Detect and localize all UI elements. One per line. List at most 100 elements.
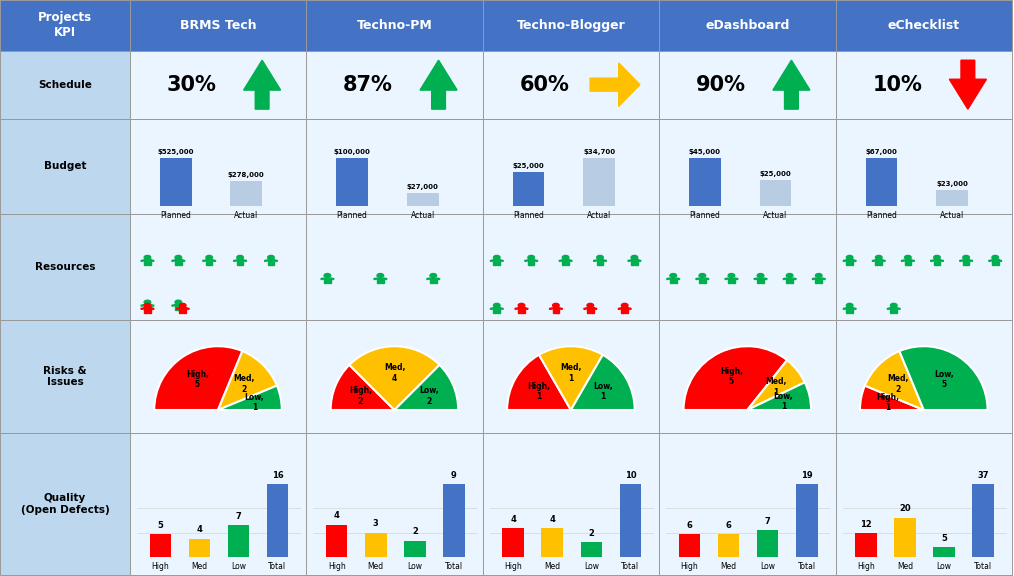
Polygon shape <box>593 260 596 262</box>
Text: 12: 12 <box>860 520 872 529</box>
Bar <box>502 528 524 557</box>
Polygon shape <box>999 260 1002 262</box>
Circle shape <box>518 304 525 308</box>
Circle shape <box>757 274 764 278</box>
Text: High,
2: High, 2 <box>349 386 372 406</box>
Polygon shape <box>635 263 638 265</box>
Circle shape <box>377 274 383 278</box>
Text: Low,
5: Low, 5 <box>935 370 954 389</box>
Polygon shape <box>550 308 553 309</box>
Polygon shape <box>819 281 822 283</box>
Polygon shape <box>430 278 437 281</box>
Polygon shape <box>518 310 521 313</box>
Polygon shape <box>178 263 182 265</box>
Polygon shape <box>563 259 569 263</box>
Polygon shape <box>600 263 603 265</box>
Polygon shape <box>175 259 182 263</box>
Polygon shape <box>725 278 728 279</box>
Wedge shape <box>865 351 924 410</box>
Text: 9: 9 <box>451 471 456 480</box>
Text: Projects
KPI: Projects KPI <box>38 12 92 39</box>
Wedge shape <box>507 355 571 410</box>
Polygon shape <box>963 263 965 265</box>
Circle shape <box>934 255 940 259</box>
Polygon shape <box>494 259 500 263</box>
Text: $27,000: $27,000 <box>407 184 439 190</box>
Polygon shape <box>210 263 213 265</box>
Polygon shape <box>236 259 243 263</box>
Text: High,
1: High, 1 <box>876 393 899 412</box>
Polygon shape <box>206 259 213 263</box>
Text: 37: 37 <box>977 471 989 480</box>
Polygon shape <box>553 308 559 310</box>
Polygon shape <box>625 310 628 313</box>
Polygon shape <box>882 260 885 262</box>
Text: 4: 4 <box>550 514 556 524</box>
Bar <box>866 158 897 206</box>
Polygon shape <box>844 260 847 262</box>
Circle shape <box>528 255 534 259</box>
Bar <box>620 484 641 557</box>
Polygon shape <box>240 263 243 265</box>
Polygon shape <box>172 260 175 262</box>
Bar <box>718 534 739 557</box>
Circle shape <box>875 255 882 259</box>
Bar <box>325 525 348 557</box>
Polygon shape <box>182 260 185 262</box>
Polygon shape <box>141 308 144 309</box>
Circle shape <box>890 304 897 308</box>
Circle shape <box>175 300 182 304</box>
Polygon shape <box>175 308 178 310</box>
Bar <box>678 534 701 557</box>
Polygon shape <box>500 260 503 262</box>
Text: 4: 4 <box>197 525 203 535</box>
Polygon shape <box>890 308 897 310</box>
Text: 3: 3 <box>373 520 378 528</box>
Circle shape <box>553 304 559 308</box>
Polygon shape <box>324 278 331 281</box>
Polygon shape <box>894 310 897 313</box>
Text: 7: 7 <box>235 512 241 521</box>
Wedge shape <box>899 346 988 410</box>
Text: 16: 16 <box>272 471 283 480</box>
Circle shape <box>815 274 822 278</box>
Text: 6: 6 <box>726 521 732 530</box>
Polygon shape <box>966 263 969 265</box>
Polygon shape <box>497 263 500 265</box>
Polygon shape <box>590 63 640 107</box>
Polygon shape <box>434 281 437 283</box>
Bar <box>757 530 779 557</box>
Polygon shape <box>887 308 890 309</box>
Polygon shape <box>590 310 593 313</box>
Wedge shape <box>860 385 924 410</box>
Bar <box>228 525 249 557</box>
Wedge shape <box>331 365 394 410</box>
Text: Med,
2: Med, 2 <box>233 374 255 393</box>
Polygon shape <box>587 310 590 313</box>
Polygon shape <box>784 278 787 279</box>
Circle shape <box>144 255 151 259</box>
Polygon shape <box>148 310 151 313</box>
Polygon shape <box>989 260 992 262</box>
Polygon shape <box>940 260 943 262</box>
Text: $67,000: $67,000 <box>866 149 897 156</box>
Polygon shape <box>144 259 151 263</box>
Bar <box>581 543 602 557</box>
Polygon shape <box>528 263 531 265</box>
Text: Resources: Resources <box>34 262 95 272</box>
Polygon shape <box>569 260 572 262</box>
Circle shape <box>963 255 969 259</box>
Polygon shape <box>963 259 969 263</box>
Polygon shape <box>557 310 559 313</box>
Polygon shape <box>787 281 789 283</box>
Polygon shape <box>875 263 878 265</box>
Polygon shape <box>934 263 937 265</box>
Text: Med,
1: Med, 1 <box>766 377 787 397</box>
Polygon shape <box>732 281 735 283</box>
Wedge shape <box>394 365 458 410</box>
Bar <box>405 541 426 557</box>
Bar <box>160 158 192 206</box>
Polygon shape <box>522 310 525 313</box>
Circle shape <box>787 274 793 278</box>
Polygon shape <box>500 308 503 309</box>
